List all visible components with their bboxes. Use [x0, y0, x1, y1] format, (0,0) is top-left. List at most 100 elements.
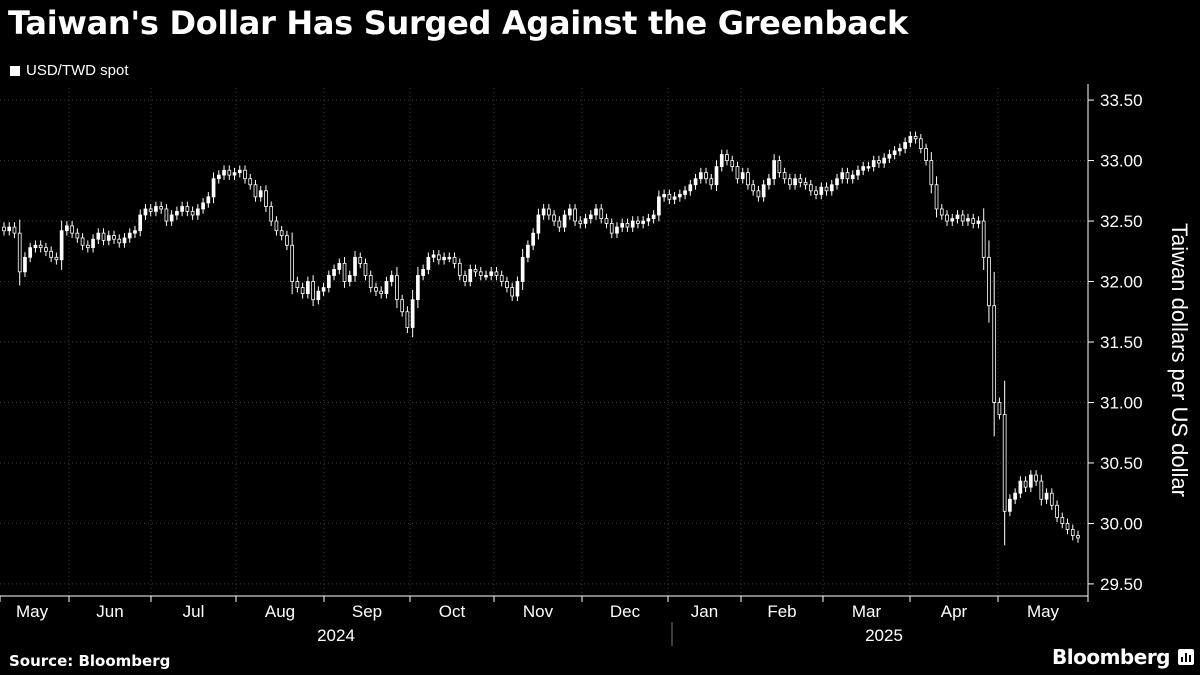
- candle-body: [368, 275, 373, 288]
- candle-body: [96, 232, 101, 240]
- brand-logo: Bloomberg: [1052, 645, 1194, 669]
- candle-body: [562, 214, 567, 228]
- x-tick-label: May: [1027, 602, 1060, 621]
- candle-body: [457, 262, 462, 276]
- candle-body: [819, 186, 824, 195]
- candle-body: [206, 196, 211, 204]
- candle-body: [719, 154, 724, 168]
- y-tick-label: 30.50: [1100, 454, 1143, 473]
- candle-body: [651, 214, 656, 220]
- y-axis-label: Taiwan dollars per US dollar: [1167, 223, 1192, 497]
- candle-body: [347, 275, 352, 282]
- candle-body: [201, 202, 205, 210]
- y-tick-label: 32.50: [1100, 212, 1143, 231]
- candle-body: [248, 178, 253, 186]
- candle-body: [300, 287, 305, 295]
- candle-body: [777, 160, 782, 174]
- candle-body: [520, 256, 525, 282]
- y-tick-label: 29.50: [1100, 575, 1143, 594]
- candle-body: [489, 271, 494, 276]
- candle-series: [2, 131, 1080, 546]
- chart-legend: USD/TWD spot: [10, 62, 129, 79]
- candle-body: [106, 235, 111, 241]
- candle-body: [499, 275, 504, 282]
- candle-body: [1076, 535, 1080, 539]
- candle-body: [463, 275, 467, 282]
- candle-body: [405, 311, 410, 328]
- candle-body: [578, 220, 583, 224]
- candle-body: [913, 135, 918, 140]
- candle-body: [798, 178, 803, 183]
- candle-body: [746, 172, 750, 186]
- candle-body: [44, 247, 48, 252]
- candle-body: [416, 275, 420, 301]
- legend-swatch: [10, 65, 20, 76]
- candle-body: [971, 218, 976, 224]
- candle-body: [547, 208, 551, 216]
- candle-body: [1049, 492, 1054, 506]
- candle-body: [615, 226, 619, 234]
- bloomberg-terminal-icon: [1178, 649, 1194, 665]
- candle-body: [939, 208, 944, 216]
- y-tick-label: 33.50: [1100, 91, 1143, 110]
- legend-label: USD/TWD spot: [26, 62, 129, 79]
- candle-body: [887, 154, 892, 159]
- candle-body: [845, 172, 850, 180]
- candle-body: [641, 220, 646, 224]
- candle-body: [484, 275, 488, 278]
- candle-body: [698, 172, 703, 180]
- candle-body: [400, 299, 405, 313]
- candle-body: [332, 269, 336, 276]
- candle-body: [840, 172, 845, 180]
- candle-body: [494, 271, 499, 276]
- candle-body: [604, 218, 609, 224]
- candle-body: [505, 281, 509, 288]
- candle-body: [431, 254, 436, 258]
- candle-body: [54, 256, 59, 261]
- candle-body: [1008, 498, 1012, 512]
- candle-body: [924, 148, 928, 161]
- candle-body: [127, 232, 132, 239]
- candle-body: [342, 262, 347, 282]
- candle-body: [143, 208, 148, 216]
- candle-body: [630, 220, 635, 228]
- candle-body: [154, 206, 158, 212]
- y-tick-label: 33.00: [1100, 152, 1143, 171]
- candle-body: [892, 150, 897, 155]
- candle-body: [636, 220, 640, 224]
- candle-body: [594, 208, 598, 216]
- x-tick-label: Nov: [523, 602, 554, 621]
- candle-body: [515, 281, 520, 297]
- candle-body: [175, 210, 179, 216]
- candle-body: [253, 184, 258, 198]
- candle-body: [704, 172, 708, 180]
- candle-body: [379, 290, 384, 295]
- candle-body: [358, 256, 363, 264]
- candle-body: [159, 206, 164, 210]
- candle-body: [426, 256, 431, 270]
- candle-body: [264, 190, 268, 207]
- candle-body: [279, 230, 284, 236]
- candle-body: [295, 281, 300, 288]
- candle-body: [599, 208, 604, 220]
- candle-body: [232, 172, 237, 176]
- candle-body: [80, 237, 85, 246]
- candle-body: [808, 184, 813, 192]
- candle-body: [1034, 474, 1038, 482]
- candle-body: [997, 402, 1002, 415]
- candle-body: [903, 142, 907, 149]
- candle-body: [788, 178, 792, 186]
- candle-body: [667, 194, 672, 200]
- candle-body: [709, 178, 714, 186]
- candle-body: [1039, 480, 1044, 500]
- candle-body: [782, 172, 787, 180]
- x-tick-label: Sep: [352, 602, 382, 621]
- brand-name: Bloomberg: [1052, 645, 1170, 669]
- candle-body: [12, 226, 17, 234]
- candle-body: [23, 256, 27, 273]
- candle-body: [1060, 516, 1065, 524]
- candle-body: [683, 190, 687, 195]
- candle-body: [478, 271, 483, 276]
- candle-body: [557, 220, 562, 228]
